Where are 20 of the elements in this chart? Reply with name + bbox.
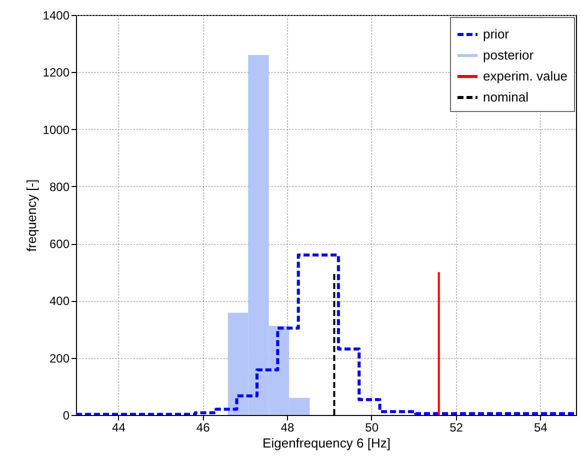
- y-tick-label: 1000: [42, 122, 70, 137]
- x-tick-label: 44: [112, 420, 126, 434]
- y-tick-label: 800: [49, 180, 70, 194]
- y-axis-title: frequency [-]: [24, 179, 39, 252]
- x-tick-label: 46: [196, 420, 210, 434]
- x-tick-label: 50: [365, 420, 379, 434]
- legend-label: prior: [483, 26, 510, 42]
- y-tick-label: 1400: [42, 8, 70, 22]
- x-tick-label: 48: [280, 420, 294, 434]
- y-tick-label: 600: [49, 237, 70, 252]
- y-tick-label: 1200: [42, 66, 70, 80]
- legend-label: posterior: [483, 48, 534, 62]
- legend-label: nominal: [483, 90, 529, 104]
- y-tick-label: 400: [49, 294, 70, 308]
- x-tick-label: 54: [534, 420, 548, 434]
- legend-label: experim. value: [483, 68, 568, 84]
- y-tick-label: 200: [49, 351, 70, 366]
- x-tick-label: 52: [450, 420, 464, 434]
- y-tick-label: 0: [62, 408, 70, 422]
- x-axis-title: Eigenfrequency 6 [Hz]: [262, 436, 390, 450]
